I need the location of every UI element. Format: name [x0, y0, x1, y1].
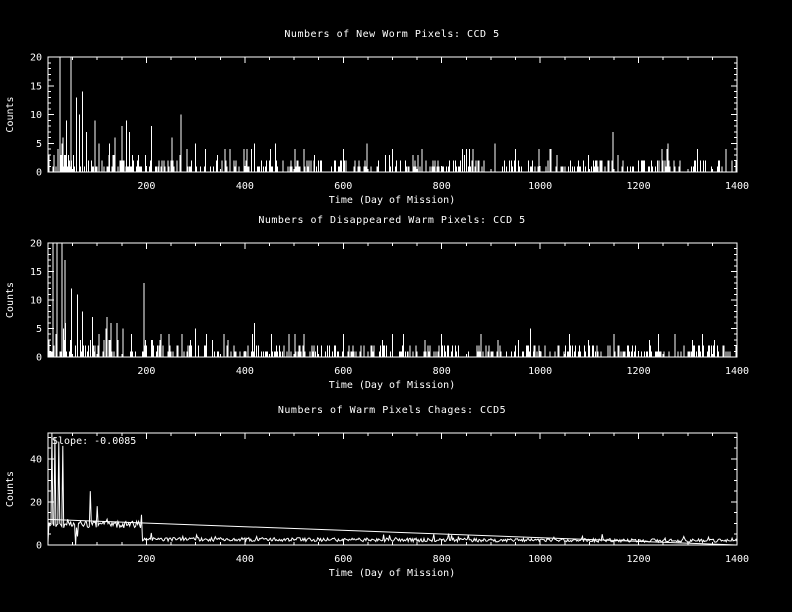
x-tick-label: 400	[236, 554, 254, 565]
x-tick-label: 600	[334, 181, 352, 192]
x-tick-label: 1200	[627, 554, 651, 565]
y-tick-label: 40	[30, 454, 42, 465]
y-tick-label: 10	[30, 296, 42, 307]
x-tick-label: 1200	[627, 366, 651, 377]
x-tick-label: 1000	[528, 366, 552, 377]
panel-3-title: Numbers of Warm Pixels Chages: CCD5	[278, 405, 506, 416]
tick-marks	[48, 433, 737, 545]
fit-line	[47, 518, 738, 546]
y-tick-label: 5	[36, 139, 42, 150]
y-tick-label: 0	[36, 353, 42, 364]
panel-1-ylabel: Counts	[5, 96, 16, 132]
x-tick-label: 600	[334, 554, 352, 565]
x-tick-label: 600	[334, 366, 352, 377]
y-tick-label: 15	[30, 81, 42, 92]
plot-frame	[47, 432, 738, 546]
panel-1-plot-area: 200 400 600 800 1000 1200 1400 0 5 10 15 20	[30, 53, 749, 193]
y-tick-label: 5	[36, 324, 42, 335]
panel-3-xlabel: Time (Day of Mission)	[329, 568, 455, 579]
y-tick-label: 10	[30, 110, 42, 121]
x-tick-label: 800	[433, 554, 451, 565]
panel-1-title: Numbers of New Worm Pixels: CCD 5	[284, 29, 499, 40]
x-tick-label: 800	[433, 366, 451, 377]
x-tick-label: 1400	[725, 181, 749, 192]
x-tick-label: 1200	[627, 181, 651, 192]
data-series	[48, 57, 737, 172]
slope-annotation: Slope: -0.0085	[52, 436, 136, 447]
panel-2-ylabel: Counts	[5, 282, 16, 318]
x-tick-label: 200	[137, 181, 155, 192]
panel-3-plot-area: 200 400 600 800 1000 1200 1400 0 20 40	[30, 432, 749, 565]
x-tick-label: 400	[236, 181, 254, 192]
panel-2-title: Numbers of Disappeared Warm Pixels: CCD …	[258, 215, 525, 226]
x-tick-label: 200	[137, 366, 155, 377]
panel-1-xlabel: Time (Day of Mission)	[329, 195, 455, 206]
x-tick-label: 200	[137, 554, 155, 565]
y-tick-label: 0	[36, 541, 42, 552]
x-tick-label: 1000	[528, 554, 552, 565]
y-tick-label: 0	[36, 168, 42, 179]
panel-disappeared-warm-pixels: Numbers of Disappeared Warm Pixels: CCD …	[5, 215, 749, 391]
panel-warm-pixel-changes: Numbers of Warm Pixels Chages: CCD5 Time…	[5, 405, 749, 579]
x-tick-label: 1400	[725, 554, 749, 565]
panel-2-xlabel: Time (Day of Mission)	[329, 380, 455, 391]
x-tick-label: 400	[236, 366, 254, 377]
x-tick-label: 800	[433, 181, 451, 192]
panel-3-ylabel: Counts	[5, 471, 16, 507]
data-series	[48, 243, 737, 357]
panel-new-worm-pixels: Numbers of New Worm Pixels: CCD 5 Time (…	[5, 29, 749, 206]
data-series	[47, 432, 738, 546]
panel-2-plot-area: 200 400 600 800 1000 1200 1400 0 5 10 15 20	[30, 239, 749, 378]
y-tick-label: 20	[30, 497, 42, 508]
y-tick-label: 20	[30, 239, 42, 250]
x-tick-label: 1400	[725, 366, 749, 377]
x-tick-label: 1000	[528, 181, 552, 192]
y-tick-label: 20	[30, 53, 42, 64]
y-tick-label: 15	[30, 267, 42, 278]
